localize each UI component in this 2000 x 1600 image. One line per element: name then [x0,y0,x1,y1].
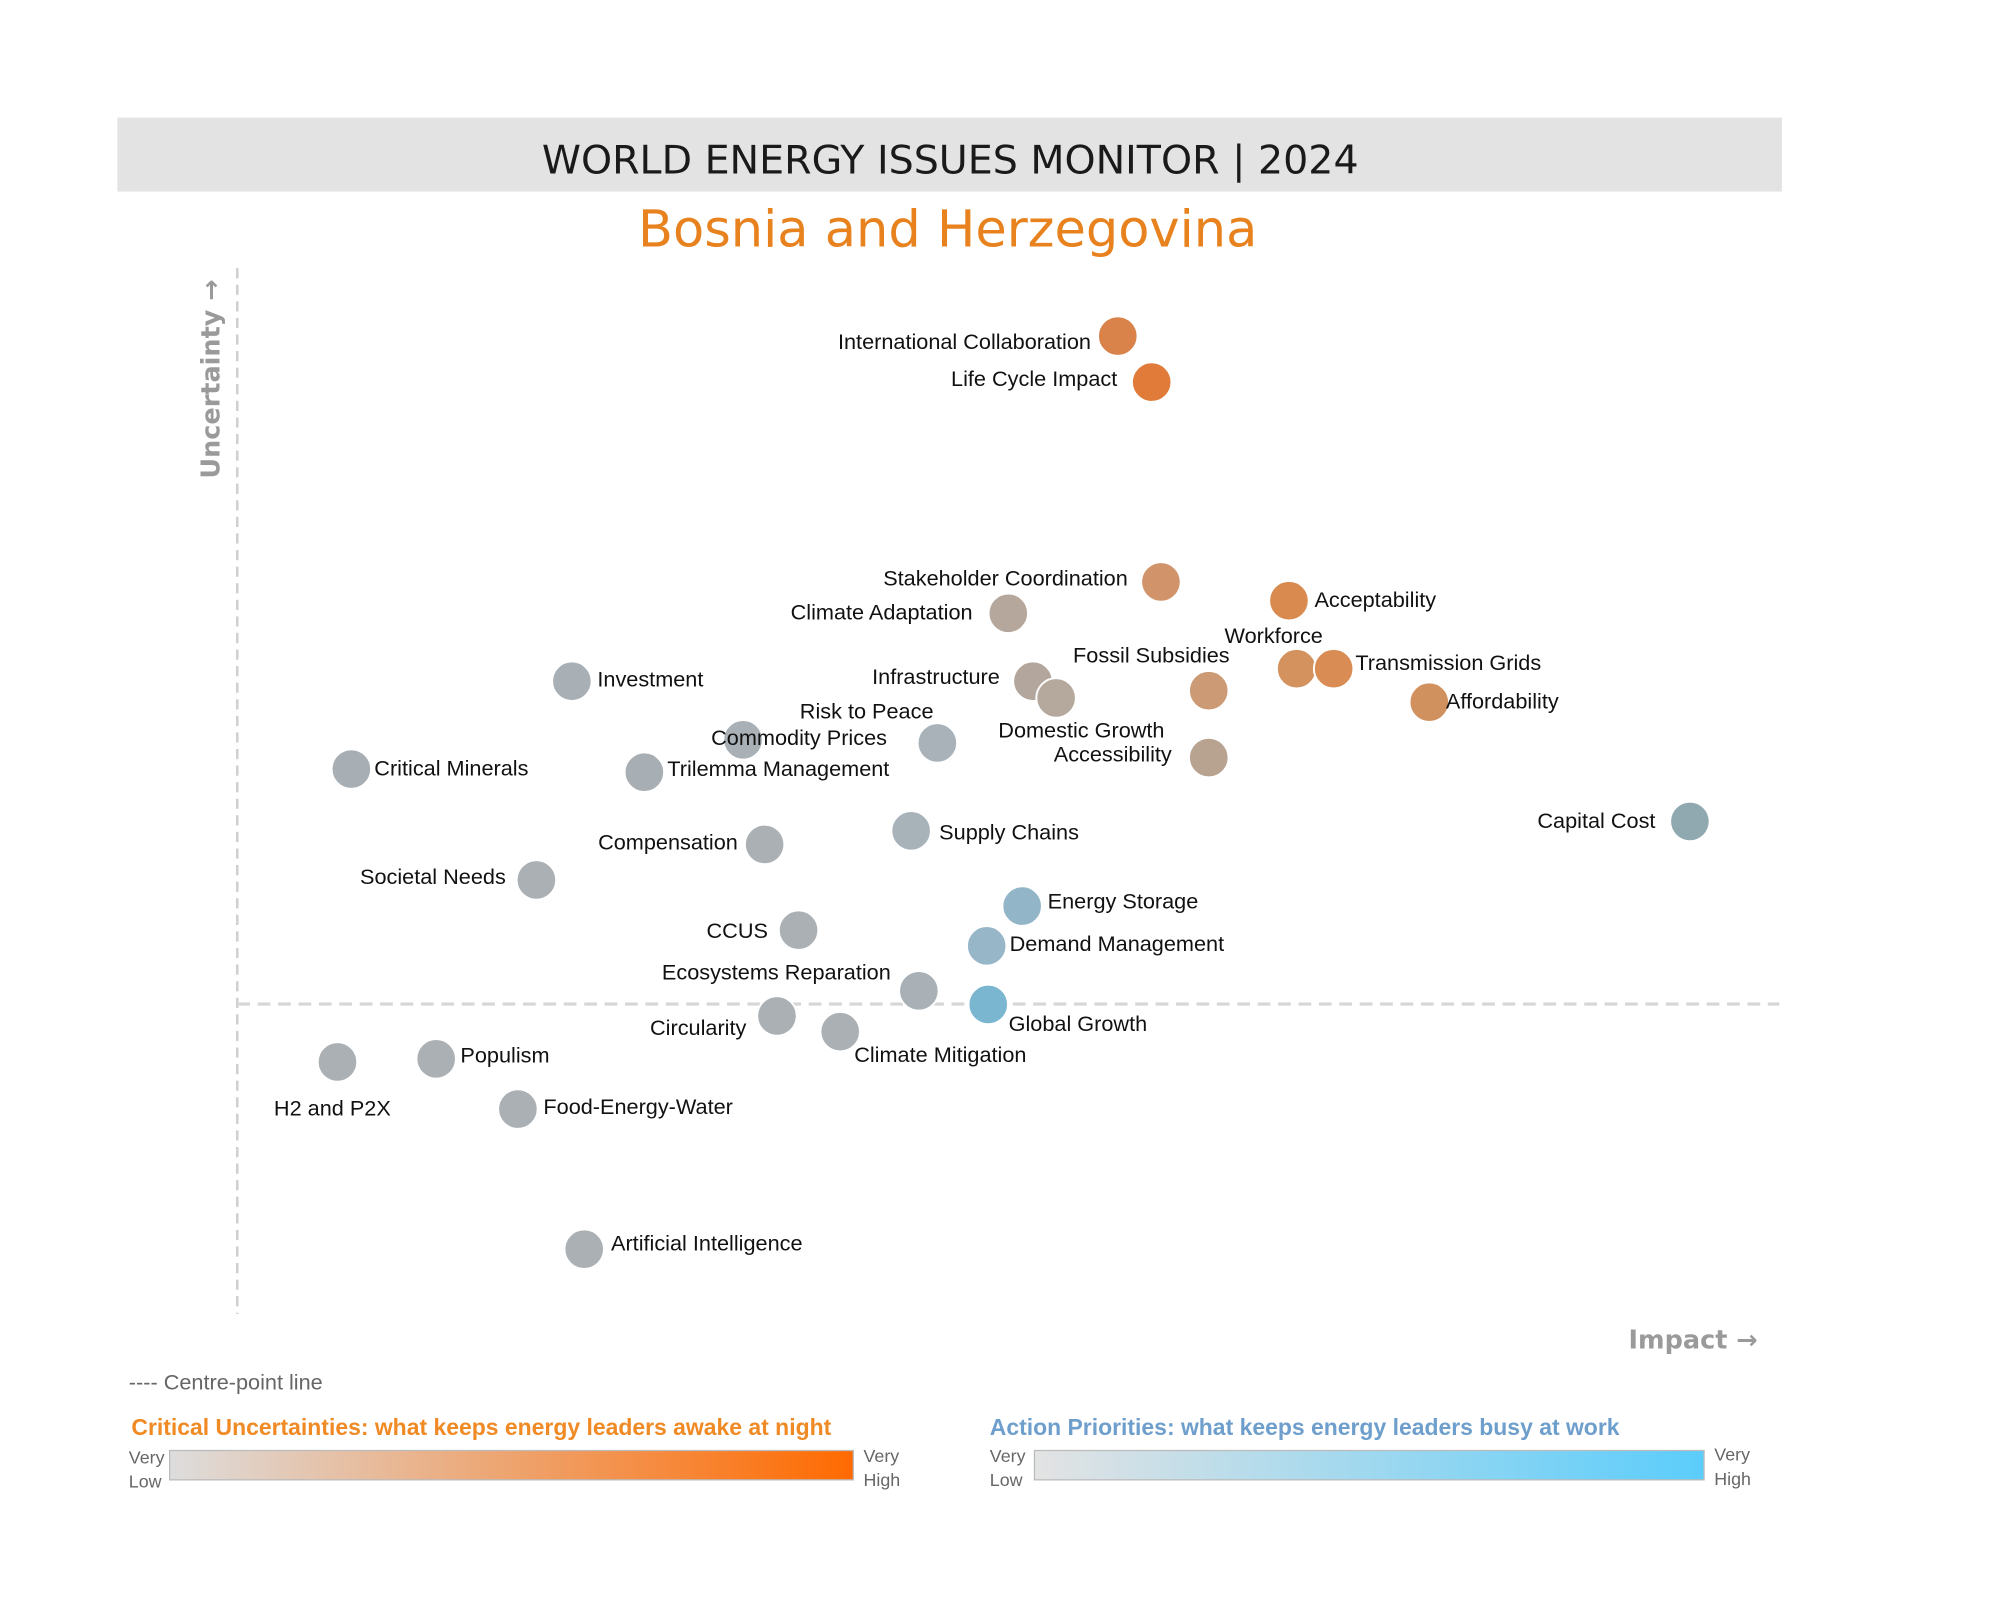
point-energy-storage[interactable] [1001,885,1043,927]
critical-high-1: Very [864,1446,900,1466]
point-fossil-subsidies[interactable] [1188,669,1230,712]
point-climate-adaptation[interactable] [987,592,1030,634]
point-critical-minerals[interactable] [330,748,373,790]
point-commodity-prices[interactable] [722,719,764,761]
point-populism[interactable] [415,1038,457,1080]
point-ecosystems-reparation[interactable] [898,970,940,1012]
point-affordability[interactable] [1408,681,1451,723]
action-high-2: High [1714,1469,1751,1489]
point-label: Investment [597,666,703,691]
point-h2-and-p2x[interactable] [316,1041,359,1083]
point-label: Domestic Growth [998,718,1164,743]
point-climate-mitigation[interactable] [819,1010,861,1053]
point-label: Fossil Subsidies [1073,643,1230,668]
point-label: Circularity [650,1015,746,1040]
point-label: Climate Adaptation [791,600,973,625]
point-artificial-intelligence[interactable] [563,1228,605,1270]
action-high-1: Very [1714,1445,1750,1465]
point-label: Trilemma Management [667,756,889,781]
critical-low-2: Low [129,1471,162,1491]
point-label: Compensation [598,830,738,855]
point-risk-to-peace[interactable] [916,722,959,764]
action-legend-title: Action Priorities: what keeps energy lea… [990,1414,1620,1440]
point-label: Workforce [1225,623,1323,648]
point-label: Food-Energy-Water [543,1094,732,1119]
point-food-energy-water[interactable] [497,1088,539,1130]
point-label: Demand Management [1010,931,1224,956]
point-capital-cost[interactable] [1669,800,1711,843]
point-ccus[interactable] [777,909,820,951]
point-label: Capital Cost [1537,808,1655,833]
point-label: Critical Minerals [374,755,528,780]
point-label: International Collaboration [838,329,1091,354]
point-label: Acceptability [1314,587,1436,612]
point-label: Supply Chains [939,820,1079,845]
point-label: Populism [460,1043,549,1068]
critical-gradient-bar [169,1449,854,1481]
point-international-collaboration[interactable] [1097,315,1139,357]
point-workforce[interactable] [1275,647,1318,690]
point-label: Transmission Grids [1355,650,1541,675]
point-circularity[interactable] [756,995,798,1037]
point-life-cycle-impact[interactable] [1130,361,1173,403]
y-axis-label: Uncertainty → [196,279,226,478]
point-global-growth[interactable] [967,983,1009,1026]
point-accessibility[interactable] [1188,736,1230,779]
point-compensation[interactable] [743,823,786,866]
point-societal-needs[interactable] [515,859,558,901]
point-demand-management[interactable] [965,925,1008,967]
point-label: CCUS [707,918,768,943]
point-transmission-grids[interactable] [1312,647,1355,690]
centre-line-legend: ---- Centre-point line [129,1369,323,1394]
action-gradient-bar [1033,1449,1705,1481]
point-label: Climate Mitigation [854,1042,1026,1067]
point-label: Risk to Peace [800,699,934,724]
x-axis-label: Impact → [1629,1325,1758,1355]
points-layer: International Collaboration Life Cycle Im… [274,315,1711,1270]
point-label: Stakeholder Coordination [883,566,1128,591]
point-label: Life Cycle Impact [951,366,1117,391]
critical-low-1: Very [129,1447,165,1467]
point-label: Infrastructure [872,664,1000,689]
point-label: Artificial Intelligence [611,1230,803,1255]
critical-uncertainties-legend: Critical Uncertainties: what keeps energ… [129,1414,900,1491]
point-label: Societal Needs [360,864,506,889]
point-label: Energy Storage [1048,889,1199,914]
point-trilemma-management[interactable] [623,751,666,793]
point-label: Ecosystems Reparation [662,959,891,984]
title-banner [117,117,1782,192]
action-low-2: Low [990,1470,1023,1490]
point-supply-chains[interactable] [890,810,932,852]
point-label: Commodity Prices [711,725,887,750]
point-investment[interactable] [551,660,593,702]
chart-subtitle: Bosnia and Herzegovina [638,200,1257,259]
point-label: Accessibility [1054,741,1172,766]
chart-title: WORLD ENERGY ISSUES MONITOR | 2024 [542,138,1359,184]
point-label: Global Growth [1009,1011,1148,1036]
action-low-1: Very [990,1446,1026,1466]
point-domestic-growth[interactable] [1035,677,1077,719]
critical-high-2: High [864,1470,901,1490]
point-label: Affordability [1446,689,1559,714]
action-priorities-legend: Action Priorities: what keeps energy lea… [990,1414,1751,1490]
point-stakeholder-coordination[interactable] [1140,561,1182,603]
point-acceptability[interactable] [1268,579,1310,622]
point-label: H2 and P2X [274,1096,391,1121]
critical-legend-title: Critical Uncertainties: what keeps energ… [131,1414,831,1440]
